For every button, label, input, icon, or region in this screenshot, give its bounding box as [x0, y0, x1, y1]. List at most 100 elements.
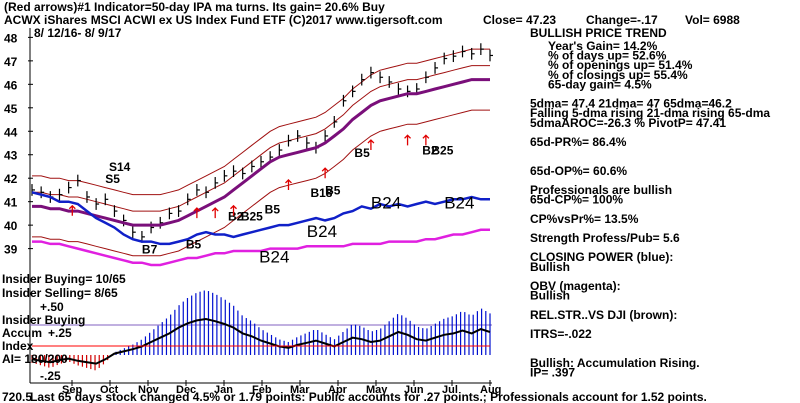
panel-line: Bullish — [530, 289, 570, 303]
up-arrow — [211, 207, 219, 219]
signal-label: S14 — [109, 160, 131, 174]
y-tick-label: 46 — [4, 78, 18, 92]
index-label: Index — [2, 339, 34, 353]
up-arrow — [367, 139, 375, 151]
x-axis-ticks: Sep Oct Nov Dec Jan Feb Mar Apr May Jun Jul Aug — [62, 380, 501, 396]
panel-line: Falling 5-dma rising 21-dma rising 65-dm… — [530, 106, 770, 120]
panel-line: 5dma= 47.4 21dma= 47 65dma=46.2 — [530, 97, 732, 111]
y-tick-label: 39 — [4, 243, 18, 257]
signal-label: B18 — [310, 186, 332, 200]
insider-buying-label: Insider Buying= 10/65 — [2, 272, 126, 286]
obv-line — [32, 228, 490, 267]
panel-line: Bullish: Accumulation Rising. — [530, 356, 700, 370]
indicator-arrows — [68, 134, 430, 219]
panel-line: OBV (magenta): — [530, 279, 621, 293]
y-tick-label: 45 — [4, 102, 18, 116]
up-arrow — [285, 179, 292, 190]
envelope-bands — [32, 48, 490, 257]
panel-title: BULLISH PRICE TREND — [530, 26, 667, 40]
insider-selling-label: Insider Selling= 8/65 — [2, 286, 118, 300]
header-change: Change=-.17 — [586, 13, 658, 27]
panel-line: % of openings up= 51.4% — [548, 58, 693, 72]
accumulation-line — [31, 317, 491, 365]
up-arrow — [230, 204, 237, 216]
header-symbol: ACWX iShares MSCI ACWI ex US Index Fund … — [4, 13, 443, 27]
signal-label: B24 — [307, 222, 337, 241]
accum-plus25: +.25 — [48, 326, 72, 340]
panel-line: 65d-CP%= 100% — [530, 193, 623, 207]
panel-line: Professionals are bullish — [530, 183, 672, 197]
x-tick-label: Feb — [252, 384, 272, 396]
upper-band-line — [32, 48, 490, 196]
ai-label: AI= 180/200 — [2, 352, 68, 366]
x-tick-label: Jun — [404, 384, 424, 396]
signal-label: B24 — [444, 194, 474, 213]
panel-line: CP%vsPr%= 13.5% — [530, 212, 639, 226]
closing-power-line — [31, 191, 490, 246]
panel-line: Strength Profess/Pub= 5.6 — [530, 231, 680, 245]
signal-label: B5 — [265, 202, 281, 216]
x-tick-label: Jul — [442, 384, 458, 396]
footer-prefix: 720.5 — [2, 390, 32, 403]
x-tick-label: Mar — [290, 384, 310, 396]
header-vol: Vol= 6988 — [685, 13, 740, 27]
signal-label: B5 — [325, 184, 341, 198]
inner-band-line — [32, 65, 490, 212]
ma65-line — [32, 78, 490, 227]
x-tick-label: Sep — [62, 384, 82, 396]
price-series — [31, 43, 493, 243]
header-close: Close= 47.23 — [483, 13, 556, 27]
panel-line: 65d-OP%= 60.6% — [530, 164, 627, 178]
signal-label: B24 — [371, 194, 401, 213]
y-tick-label: 43 — [4, 149, 18, 163]
panel-line: ITRS=-.022 — [530, 327, 592, 341]
signal-label: S5 — [105, 172, 120, 186]
signal-label: B25 — [431, 144, 453, 158]
panel-line: IP= .397 — [530, 365, 575, 379]
signal-label: B2 — [228, 209, 244, 223]
panel-line: CLOSING POWER (blue): — [530, 250, 673, 264]
up-arrow — [68, 204, 76, 216]
panel-line: 5dmaAROC=-26.3 % PivotP= 47.41 — [530, 116, 726, 130]
y-tick-label: 47 — [4, 55, 18, 69]
x-tick-label: Jan — [214, 384, 233, 396]
signal-label: B5 — [186, 238, 202, 252]
up-arrow — [422, 134, 430, 146]
footer-summary: Last 65 days stock changed 4.5% or 1.79 … — [30, 390, 707, 403]
x-tick-label: May — [366, 384, 388, 396]
signal-label: B24 — [259, 248, 289, 267]
up-arrow — [321, 167, 329, 179]
panel-line: Bullish — [530, 260, 570, 274]
x-tick-label: Aug — [480, 384, 501, 396]
y-tick-label: 44 — [4, 125, 18, 139]
y-tick-label: 40 — [4, 219, 18, 233]
x-tick-label: Nov — [138, 384, 160, 396]
panel-line: % of closings up= 55.4% — [548, 68, 688, 82]
insider-buying-label-2: Insider Buying — [2, 313, 85, 327]
panel-line: REL.STR..VS DJI (brown): — [530, 308, 677, 322]
panel-line: 65-day gain= 4.5% — [548, 77, 652, 91]
up-arrow — [404, 134, 412, 146]
signal-label: B7 — [142, 242, 158, 256]
x-tick-label: Apr — [328, 384, 348, 396]
lower-band-line — [32, 109, 490, 257]
signal-label: B5 — [354, 146, 370, 160]
up-arrow — [193, 207, 201, 219]
x-tick-label: Dec — [176, 384, 196, 396]
signal-label: B25 — [241, 209, 263, 223]
accum-plus50: +.50 — [40, 300, 64, 314]
header-indicator: (Red arrows)#1 Indicator=50-day IPA ma t… — [4, 0, 385, 14]
y-axis-ticks: 48 47 46 45 44 43 42 41 40 39 — [4, 31, 33, 257]
y-tick-label: 48 — [4, 31, 18, 45]
x-tick-label: Oct — [100, 384, 119, 396]
accum-minus25: -.25 — [40, 369, 61, 383]
signal-label: B2 — [422, 144, 438, 158]
y-tick-label: 41 — [4, 196, 18, 210]
y-tick-label: 42 — [4, 172, 18, 186]
date-range: 8/ 12/16- 8/ 9/17 — [34, 26, 122, 40]
accum-label: Accum — [2, 326, 42, 340]
panel-line: % of days up= 52.6% — [548, 49, 667, 63]
